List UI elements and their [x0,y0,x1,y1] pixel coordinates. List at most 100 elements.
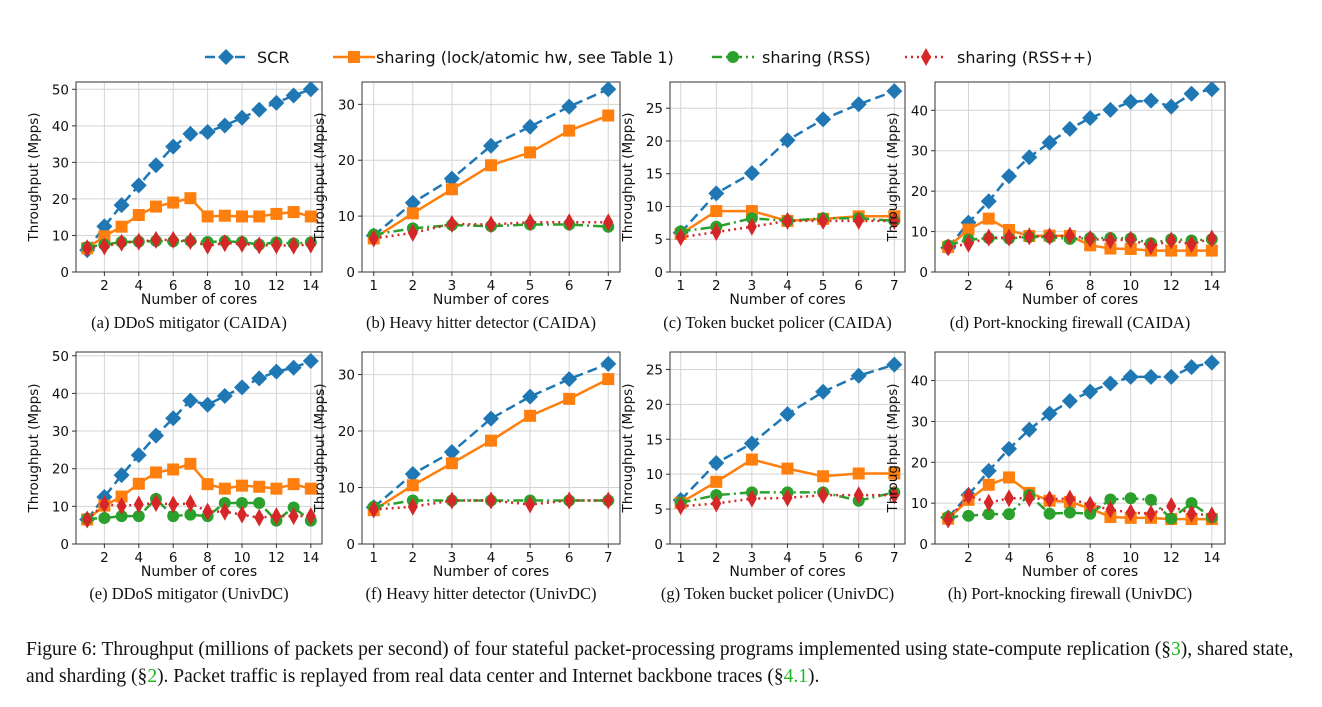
circle-marker [1185,497,1198,510]
figure-caption: Figure 6: Throughput (millions of packet… [26,636,1316,690]
series-line [87,497,312,523]
thin-diamond-marker [746,489,757,508]
y-tick-label: 0 [654,537,663,553]
thin-diamond-marker [219,502,230,521]
x-axis-label: Number of cores [433,292,549,308]
square-marker [184,457,197,470]
legend-label: sharing (lock/atomic hw, see Table 1) [376,48,674,67]
diamond-marker [165,410,182,427]
x-tick-label: 8 [203,550,212,566]
x-tick-label: 3 [748,278,757,294]
diamond-marker [1061,393,1078,410]
thin-diamond-marker [237,234,248,253]
diamond-marker [779,406,796,423]
square-marker [167,463,180,476]
thin-diamond-marker [99,495,110,514]
y-tick-label: 50 [52,349,69,365]
diamond-marker [600,81,617,98]
square-marker [1003,471,1016,484]
plot-frame [361,81,621,273]
chart-panel: 1 2 3 4 5 6 7 0 10 20 30 Number of cores Throughput … [312,351,621,603]
square-marker [563,392,576,405]
square-marker [710,475,723,488]
thin-diamond-marker [525,495,536,514]
square-marker [253,210,266,223]
square-marker [184,192,197,205]
thin-diamond-marker [943,238,954,257]
thin-diamond-marker [185,231,196,250]
y-tick-label: 30 [338,368,355,384]
thin-diamond-marker [254,236,265,255]
circle-marker [98,512,111,525]
square-marker [563,124,576,137]
subplot-caption: (c) Token bucket policer (CAIDA) [663,313,892,332]
square-marker [485,434,497,447]
diamond-marker [251,370,268,387]
diamond-marker [251,101,268,118]
legend-item: sharing (RSS) [712,48,871,67]
chart-panel: 1 2 3 4 5 6 7 0 10 20 30 Number of cores Throughput … [312,81,621,332]
legend-item: sharing (RSS++) [905,48,1092,67]
x-tick-label: 5 [819,278,828,294]
thin-diamond-marker [782,488,793,507]
thin-diamond-marker [1105,231,1116,250]
y-axis-label: Throughput (Mpps) [312,112,328,242]
subplot-caption: (d) Port-knocking firewall (CAIDA) [950,313,1191,332]
square-marker [201,478,214,491]
thin-diamond-marker [288,236,299,255]
y-axis-label: Throughput (Mpps) [26,112,42,242]
section-link[interactable]: 2 [147,666,158,687]
diamond-marker [1102,101,1119,118]
y-tick-label: 20 [646,134,663,150]
square-marker [781,462,794,475]
square-marker [253,480,266,493]
square-marker [218,209,231,222]
x-tick-label: 12 [1163,278,1180,294]
thin-diamond-marker [746,217,757,236]
legend-label: SCR [257,48,289,67]
circle-marker [167,510,180,523]
y-tick-label: 50 [52,82,69,98]
diamond-marker [234,109,251,126]
square-marker [304,482,317,495]
y-axis-label: Throughput (Mpps) [26,383,42,513]
section-link[interactable]: 4.1 [783,666,809,687]
square-marker [115,220,128,233]
thin-diamond-marker [305,507,316,526]
square-marker [982,478,995,491]
thin-diamond-marker [711,223,722,242]
thin-diamond-marker [288,507,299,526]
y-tick-label: 20 [911,184,928,200]
thin-diamond-marker [116,233,127,252]
diamond-marker [130,447,147,464]
thin-diamond-marker [271,507,282,526]
diamond-marker [1001,168,1018,185]
y-tick-label: 0 [919,265,928,281]
x-tick-label: 12 [268,550,285,566]
x-tick-label: 5 [526,278,535,294]
caption-text: Figure 6: Throughput (millions of packet… [26,639,1171,660]
thin-diamond-marker [943,510,954,529]
diamond-marker [1183,85,1200,102]
y-tick-label: 20 [52,192,69,208]
thin-diamond-marker [675,228,686,247]
y-tick-label: 40 [52,119,69,135]
x-tick-label: 6 [169,278,178,294]
chart-panel: 1 2 3 4 5 6 7 0 5 10 15 20 25 Number of cores Throughp… [620,81,906,332]
circle-marker [236,496,249,509]
diamond-marker [1021,149,1038,166]
square-marker [602,109,615,122]
section-link[interactable]: 3 [1170,639,1181,660]
chart-panel: 2 4 6 8 10 12 14 0 10 20 30 40 Number of cores Throug… [885,81,1226,332]
thin-diamond-marker [446,214,457,233]
x-tick-label: 7 [604,278,613,294]
x-tick-label: 6 [854,550,863,566]
square-marker [236,479,249,492]
x-axis-label: Number of cores [141,292,257,308]
square-marker [445,457,458,470]
square-marker [962,223,975,236]
x-tick-label: 7 [890,550,899,566]
thin-diamond-marker [564,213,575,232]
x-tick-label: 2 [712,550,721,566]
square-marker [524,409,537,422]
